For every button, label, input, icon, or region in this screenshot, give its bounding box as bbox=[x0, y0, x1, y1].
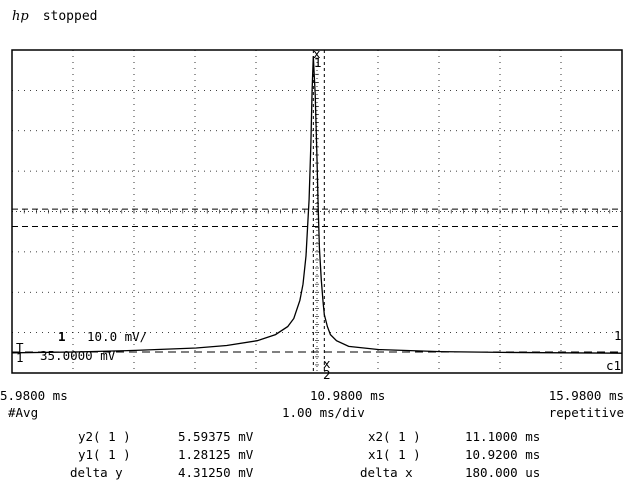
channel-marker: 1 bbox=[58, 329, 66, 344]
time-left: 5.9800 ms bbox=[0, 388, 68, 403]
delta-y-value: 4.31250 mV bbox=[178, 465, 254, 480]
cursor-y-label-2: 2 bbox=[323, 367, 331, 382]
avg-label: #Avg bbox=[8, 405, 39, 420]
x1-value: 10.9200 ms bbox=[465, 447, 541, 462]
coupling-label: c1 bbox=[606, 358, 621, 373]
hp-logo: hp bbox=[12, 8, 29, 24]
acquisition-status: stopped bbox=[42, 8, 98, 24]
y2-label: y2( 1 ) bbox=[78, 429, 131, 444]
x2-label: x2( 1 ) bbox=[368, 429, 421, 444]
x1-label: x1( 1 ) bbox=[368, 447, 421, 462]
ground-label: 1 bbox=[16, 350, 24, 365]
time-right: 15.9800 ms bbox=[548, 388, 624, 403]
time-per-div: 1.00 ms/div bbox=[282, 405, 365, 420]
y1-value: 1.28125 mV bbox=[178, 447, 254, 462]
time-center: 10.9800 ms bbox=[310, 388, 386, 403]
delta-x-label: delta x bbox=[360, 465, 413, 480]
header: hp stopped bbox=[12, 6, 98, 26]
cursor-x2-label: x bbox=[323, 356, 331, 371]
delta-y-label: delta y bbox=[70, 465, 123, 480]
trigger-label: T bbox=[16, 340, 24, 355]
offset-text: 35.0000 mV bbox=[40, 348, 116, 363]
cursor-y-label-1: 1 bbox=[314, 55, 322, 70]
y2-value: 5.59375 mV bbox=[178, 429, 254, 444]
y1-label: y1( 1 ) bbox=[78, 447, 131, 462]
graticule-grid bbox=[11, 49, 623, 374]
delta-x-value: 180.000 us bbox=[465, 465, 541, 480]
x2-value: 11.1000 ms bbox=[465, 429, 541, 444]
acq-mode: repetitive bbox=[548, 405, 624, 420]
scale-text: 10.0 mV/ bbox=[87, 329, 147, 344]
right-marker: 1 bbox=[614, 328, 622, 343]
cursor-x1-label: x bbox=[313, 46, 321, 61]
waveform-trace bbox=[11, 56, 623, 354]
